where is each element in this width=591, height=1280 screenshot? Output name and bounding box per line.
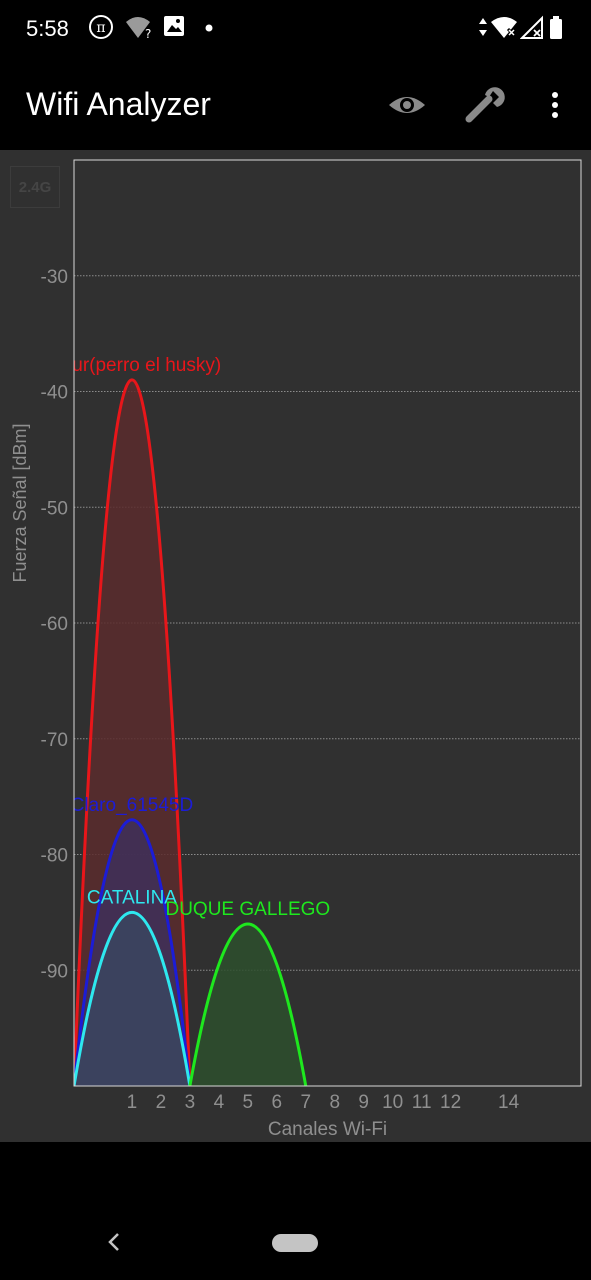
app-title: Wifi Analyzer (26, 86, 211, 122)
signal-curve (74, 378, 192, 1086)
pi-icon: π (88, 14, 114, 45)
x-tick-label: 3 (185, 1092, 196, 1113)
series-label: Claro_61545D (71, 795, 194, 816)
x-tick-label: 5 (243, 1092, 254, 1113)
wifi-channel-chart: -30 -40 -50 -60 -70 -80 -90 Takur(perro el husk… (10, 159, 582, 1140)
svg-text:π: π (96, 20, 105, 36)
x-tick-label: 6 (272, 1092, 283, 1113)
series-label: CATALINA (87, 887, 177, 908)
image-icon (162, 14, 186, 43)
signal-curve (188, 922, 308, 1086)
more-vert-icon[interactable] (532, 82, 578, 128)
y-tick-label: -60 (41, 614, 68, 635)
series-labels: Takur(perro el husky) Claro_61545D CATALIN… (43, 355, 330, 920)
wrench-icon[interactable] (462, 82, 508, 128)
dot-icon (202, 14, 216, 45)
band-toggle-button[interactable]: 2.4G (10, 166, 60, 208)
y-tick-label: -40 (41, 383, 68, 404)
svg-text:?: ? (145, 27, 151, 40)
navigation-bar (0, 1142, 591, 1280)
wifi-question-icon: ? (124, 14, 152, 45)
status-bar: 5:58 π ? (0, 0, 591, 60)
x-tick-label: 1 (127, 1092, 138, 1113)
y-tick-label: -30 (41, 267, 68, 288)
y-tick-label: -70 (41, 730, 68, 751)
y-axis-label: Fuerza Señal [dBm] (10, 423, 30, 582)
app-bar: Wifi Analyzer (0, 60, 591, 150)
signal-x-icon (519, 14, 544, 45)
x-tick-label: 7 (300, 1092, 311, 1113)
x-tick-label: 11 (412, 1092, 432, 1113)
series-group (74, 378, 308, 1086)
signal-curve (74, 911, 192, 1086)
y-tick-label: -50 (41, 498, 68, 519)
x-axis-label: Canales Wi-Fi (268, 1119, 387, 1140)
x-tick-label: 12 (440, 1092, 461, 1113)
data-arrows-icon (476, 14, 490, 45)
series-label: Takur(perro el husky) (43, 355, 221, 376)
status-time: 5:58 (26, 16, 69, 41)
eye-icon[interactable] (384, 82, 430, 128)
x-tick-label: 14 (498, 1092, 520, 1113)
x-tick-label: 10 (382, 1092, 403, 1113)
home-button[interactable] (272, 1234, 318, 1252)
x-tick-label: 4 (214, 1092, 225, 1113)
x-tick-label: 8 (329, 1092, 340, 1113)
wifi-x-icon (490, 14, 518, 45)
back-icon[interactable] (98, 1226, 130, 1258)
x-tick-label: 2 (156, 1092, 167, 1113)
battery-icon (548, 14, 564, 47)
plot-border (73, 159, 582, 1087)
x-tick-label: 9 (358, 1092, 369, 1113)
signal-curve (74, 818, 192, 1086)
y-tick-label: -90 (41, 961, 68, 982)
series-label: DUQUE GALLEGO (165, 899, 330, 920)
y-tick-label: -80 (41, 846, 68, 867)
